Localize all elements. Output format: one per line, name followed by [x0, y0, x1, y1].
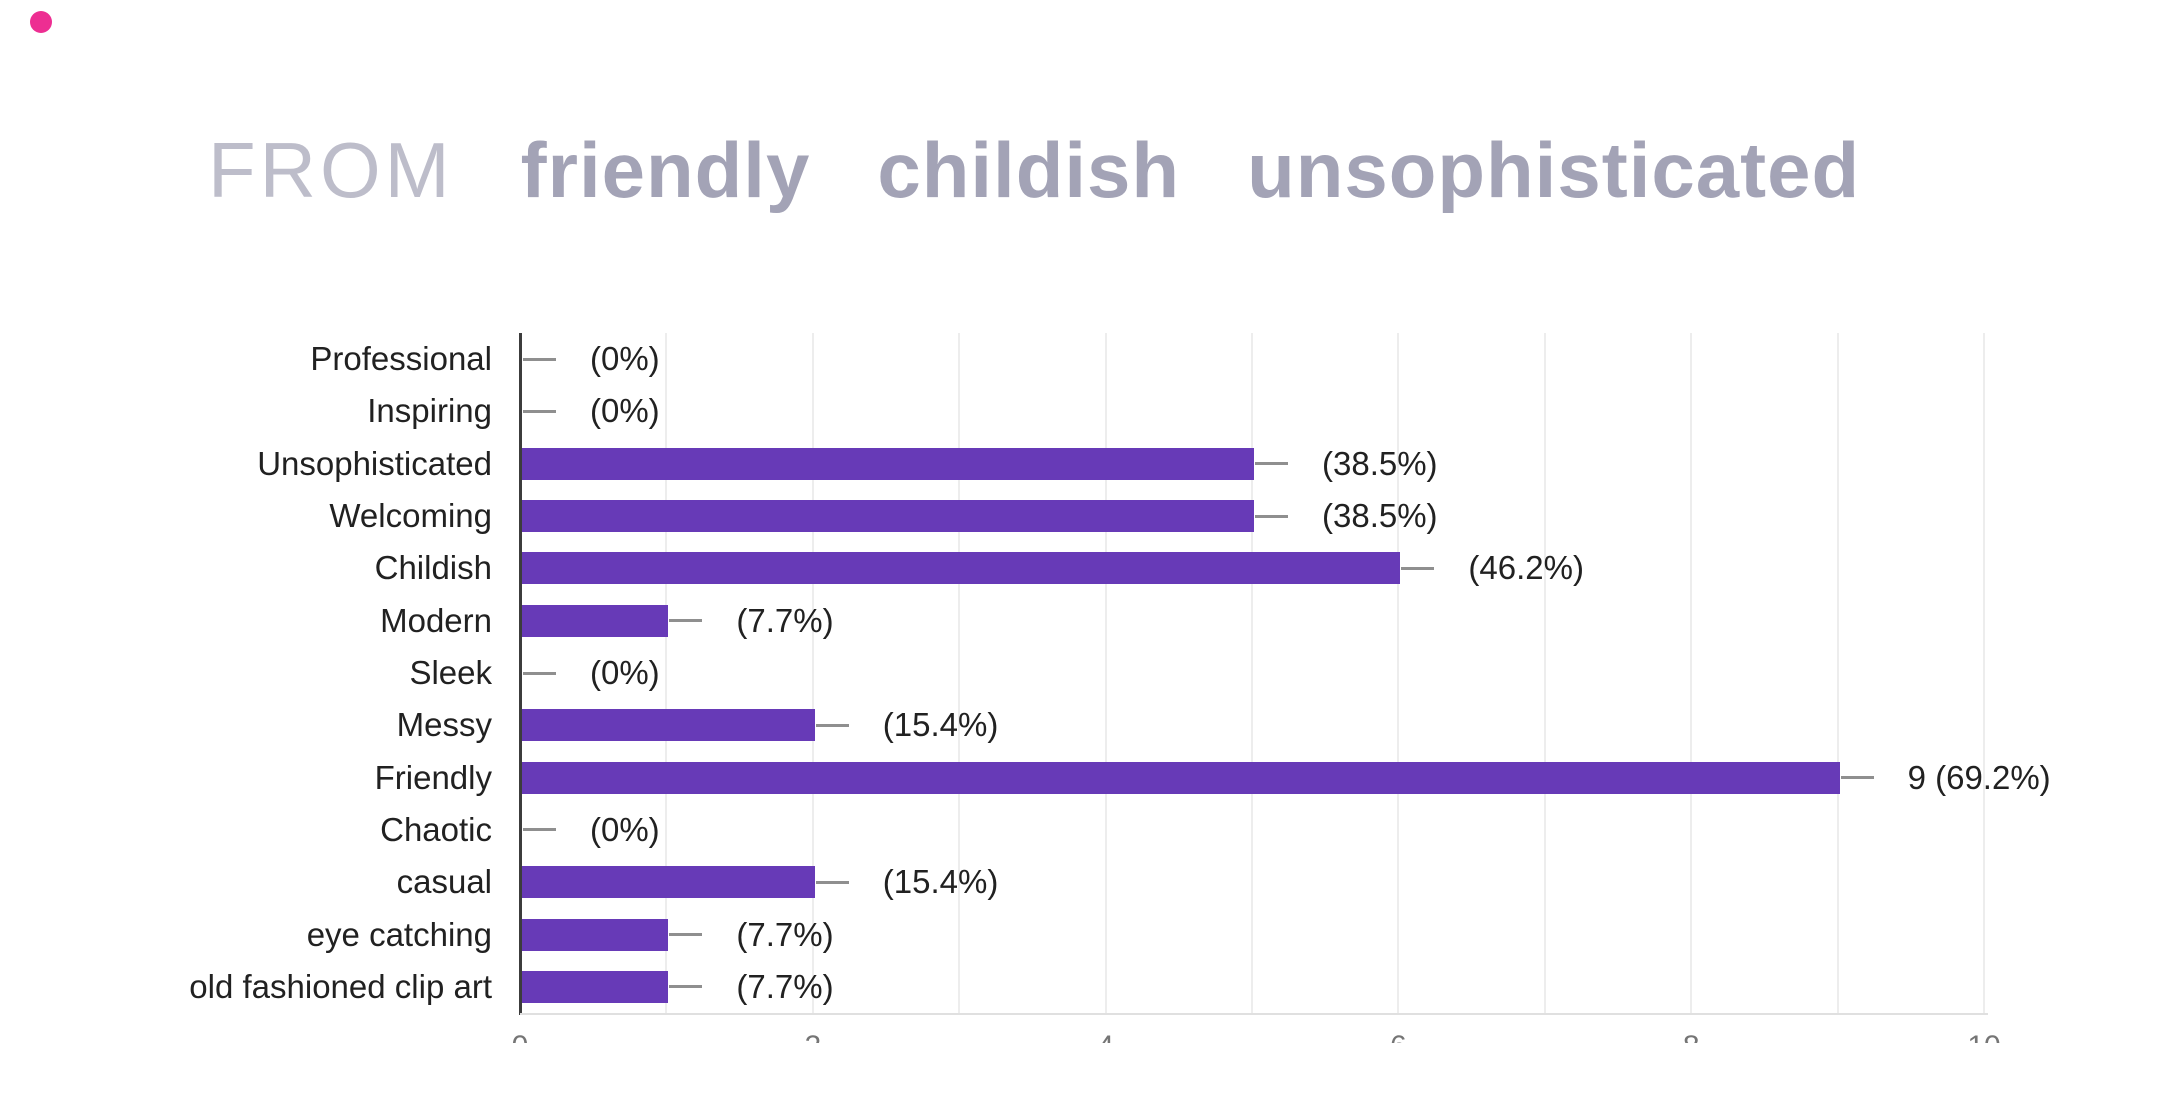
x-axis-tick-labels: 0 2 4 6 8 10: [0, 1032, 2160, 1043]
gridline: [1251, 333, 1253, 1013]
slide-title: FROM friendly childish unsophisticated: [208, 126, 1861, 214]
x-tick-label: 0: [512, 1032, 529, 1043]
bar: [522, 761, 1840, 794]
category-label: casual: [396, 863, 492, 901]
category-label: Professional: [310, 340, 492, 378]
bar-end-dash: [1255, 514, 1288, 518]
value-label: (0%): [590, 392, 660, 430]
category-label: eye catching: [306, 915, 492, 953]
value-label: (7.7%): [736, 601, 834, 639]
title-word-friendly: friendly: [520, 126, 811, 214]
value-label: (0%): [590, 810, 660, 848]
bar-end-dash: [523, 409, 556, 413]
value-label: (38.5%): [1322, 497, 1438, 535]
x-tick-label: 10: [1967, 1032, 2000, 1043]
bar-end-dash: [523, 357, 556, 361]
title-prefix: FROM: [208, 126, 454, 214]
bar: [522, 970, 669, 1003]
category-label: Childish: [374, 549, 492, 587]
gridline: [1836, 333, 1839, 1013]
bar-end-dash: [523, 671, 556, 675]
value-label: (15.4%): [882, 706, 999, 744]
category-label: old fashioned clip art: [189, 967, 492, 1005]
bar-end-dash: [815, 880, 849, 884]
title-word-childish: childish: [877, 126, 1181, 214]
gridline: [958, 333, 961, 1013]
bar: [522, 866, 815, 899]
value-label: (7.7%): [736, 915, 834, 953]
title-word-unsophisticated: unsophisticated: [1247, 126, 1861, 214]
value-label: 9 (69.2%): [1907, 758, 2051, 796]
bar-end-dash: [1255, 462, 1288, 466]
x-axis-line: [520, 1013, 1988, 1015]
gridline: [1104, 333, 1107, 1013]
bar-end-dash: [1840, 776, 1874, 780]
category-label: Inspiring: [367, 392, 492, 430]
category-label: Sleek: [409, 654, 492, 691]
category-label: Chaotic: [380, 810, 492, 848]
category-label: Welcoming: [329, 497, 492, 535]
gridline: [811, 333, 814, 1013]
bar: [522, 552, 1401, 585]
bar-end-dash: [815, 723, 849, 727]
gridline: [1983, 333, 1985, 1013]
value-label: (46.2%): [1468, 549, 1584, 587]
category-label: Modern: [380, 601, 492, 639]
category-label: Friendly: [374, 758, 492, 796]
gridline: [1690, 333, 1693, 1013]
value-label: (7.7%): [736, 967, 834, 1005]
value-label: (38.5%): [1322, 444, 1438, 482]
bar-end-dash: [669, 985, 703, 989]
gridline: [1397, 333, 1400, 1013]
value-label: (0%): [590, 654, 660, 691]
gridline: [1543, 333, 1546, 1013]
y-axis-line: [519, 333, 522, 1015]
gridline: [665, 333, 668, 1013]
pink-dot-icon: [30, 11, 52, 33]
value-label: (15.4%): [882, 863, 999, 901]
bar: [522, 709, 815, 742]
bar-end-dash: [669, 933, 703, 937]
x-tick-label: 6: [1390, 1032, 1407, 1043]
x-tick-label: 2: [804, 1032, 821, 1043]
bar: [522, 447, 1254, 480]
bar: [522, 604, 669, 637]
x-tick-label: 4: [1097, 1032, 1114, 1043]
bar-end-dash: [1401, 566, 1435, 570]
bar: [522, 918, 669, 951]
bar-end-dash: [523, 828, 556, 832]
category-label: Unsophisticated: [257, 444, 492, 482]
value-label: (0%): [590, 340, 660, 378]
bar: [522, 500, 1254, 533]
x-tick-label: 8: [1683, 1032, 1700, 1043]
bar-end-dash: [669, 619, 703, 623]
category-label: Messy: [396, 706, 492, 744]
